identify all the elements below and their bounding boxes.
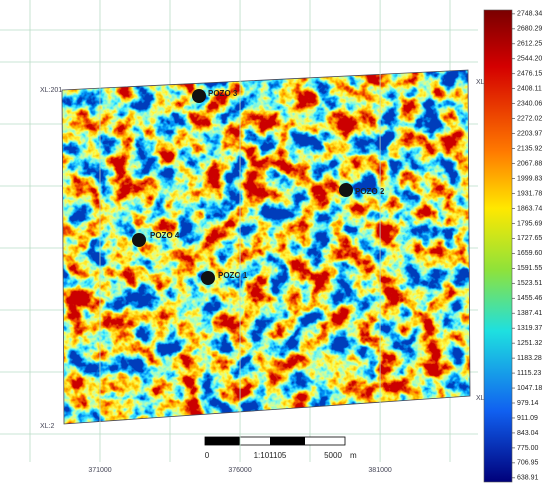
colorbar-label: 1795.69 xyxy=(517,220,542,227)
colorbar-label: 2680.29 xyxy=(517,26,542,33)
well-marker xyxy=(192,89,206,103)
colorbar-label: 1251.32 xyxy=(517,340,542,347)
colorbar xyxy=(484,10,512,482)
scale-label: 1:101105 xyxy=(254,451,287,460)
colorbar-label: 1047.18 xyxy=(517,385,542,392)
colorbar-label: 2203.97 xyxy=(517,130,542,137)
colorbar-label: 1523.51 xyxy=(517,280,542,287)
colorbar-label: 638.91 xyxy=(517,475,539,482)
well-marker xyxy=(339,183,353,197)
well-marker xyxy=(132,233,146,247)
seismic-attribute-map xyxy=(60,68,472,428)
corner-label: XL:2 xyxy=(40,423,55,430)
well-label: POZO 3 xyxy=(208,89,238,98)
colorbar-label: 979.14 xyxy=(517,400,539,407)
x-tick-label: 376000 xyxy=(228,467,251,474)
colorbar-label: 1931.78 xyxy=(517,190,542,197)
colorbar-label: 1999.83 xyxy=(517,175,542,182)
colorbar-label: 706.95 xyxy=(517,460,539,467)
colorbar-label: 1183.28 xyxy=(517,355,542,362)
colorbar-label: 1387.41 xyxy=(517,310,542,317)
colorbar-label: 1115.23 xyxy=(517,370,541,377)
well-label: POZO 4 xyxy=(150,231,180,240)
x-tick-label: 381000 xyxy=(368,467,391,474)
scale-label: 0 xyxy=(205,451,210,460)
colorbar-label: 2408.11 xyxy=(517,86,542,93)
colorbar-label: 2135.92 xyxy=(517,145,542,152)
colorbar-label: 1727.65 xyxy=(517,235,542,242)
colorbar-label: 2544.20 xyxy=(517,56,542,63)
well-marker xyxy=(201,271,215,285)
colorbar-label: 1659.60 xyxy=(517,250,542,257)
well-label: POZO 1 xyxy=(218,271,248,280)
colorbar-label: 2067.88 xyxy=(517,160,542,167)
scale-label: 5000 xyxy=(324,451,342,460)
colorbar-label: 1455.46 xyxy=(517,295,542,302)
corner-label: XL:201 xyxy=(40,87,62,94)
colorbar-label: 2476.15 xyxy=(517,71,542,78)
colorbar-label: 911.09 xyxy=(517,415,538,422)
colorbar-label: 843.04 xyxy=(517,430,539,437)
colorbar-label: 1319.37 xyxy=(517,325,542,332)
colorbar-label: 2612.25 xyxy=(517,41,542,48)
colorbar-label: 2340.06 xyxy=(517,101,542,108)
x-tick-label: 371000 xyxy=(88,467,111,474)
map-view: XL:201 XL:201 XL:2 XL:2 0 1:101105 5000 … xyxy=(0,0,548,492)
scale-unit: m xyxy=(350,451,357,460)
colorbar-label: 2272.02 xyxy=(517,115,542,122)
colorbar-label: 1591.55 xyxy=(517,265,542,272)
colorbar-label: 2748.34 xyxy=(517,11,542,18)
colorbar-label: 1863.74 xyxy=(517,205,542,212)
colorbar-label: 775.00 xyxy=(517,445,539,452)
scale-bar: 0 1:101105 5000 m xyxy=(205,437,357,460)
